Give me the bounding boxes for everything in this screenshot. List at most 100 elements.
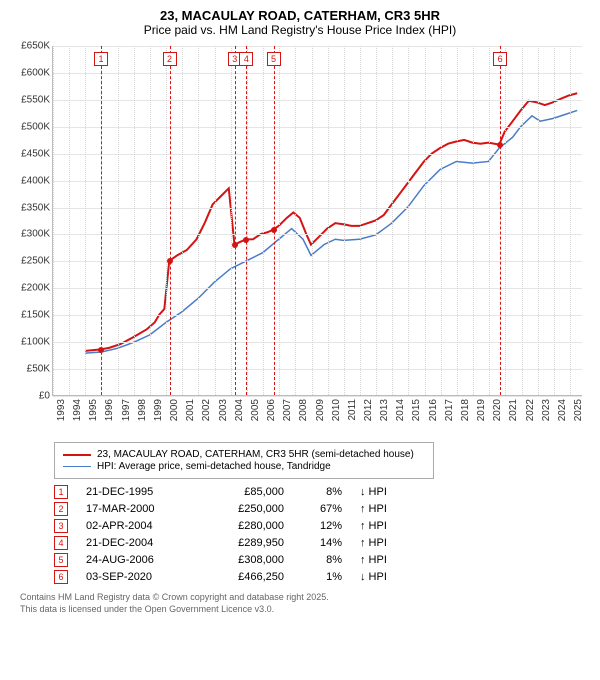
gridline [53,46,582,47]
transaction-direction: ↑ HPI [360,520,400,532]
x-axis-label: 2011 [347,399,358,434]
transaction-pct: 12% [302,520,342,532]
legend-swatch [63,466,91,468]
gridline [53,181,582,182]
table-row: 3 02-APR-2004 £280,000 12% ↑ HPI [54,519,590,533]
y-axis-label: £350K [10,202,50,213]
y-axis-label: £650K [10,41,50,52]
gridline [134,46,135,395]
y-axis-label: £150K [10,310,50,321]
marker-badge: 2 [163,52,177,66]
x-axis-label: 2010 [331,399,342,434]
gridline [263,46,264,395]
transaction-badge: 2 [54,502,68,516]
marker-line [101,46,102,395]
transaction-badge: 6 [54,570,68,584]
y-axis-label: £600K [10,67,50,78]
x-axis-label: 2024 [557,399,568,434]
x-axis-label: 2020 [492,399,503,434]
x-axis-label: 1994 [72,399,83,434]
x-axis-label: 2018 [460,399,471,434]
gridline [328,46,329,395]
gridline [53,154,582,155]
gridline [53,46,54,395]
gridline [118,46,119,395]
y-axis-label: £300K [10,229,50,240]
gridline [85,46,86,395]
footer-line2: This data is licensed under the Open Gov… [20,604,590,616]
marker-dot [167,258,173,264]
x-axis-label: 2014 [395,399,406,434]
transaction-date: 03-SEP-2020 [86,571,186,583]
gridline [344,46,345,395]
marker-line [246,46,247,395]
legend-label: 23, MACAULAY ROAD, CATERHAM, CR3 5HR (se… [97,449,414,460]
table-row: 524-AUG-2006£308,0008%↑ HPI [54,553,590,567]
transaction-table: 121-DEC-1995£85,0008%↓ HPI217-MAR-2000£2… [54,485,590,584]
x-axis-label: 2008 [298,399,309,434]
gridline [53,127,582,128]
legend: 23, MACAULAY ROAD, CATERHAM, CR3 5HR (se… [54,442,434,479]
y-axis-label: £200K [10,283,50,294]
x-axis-label: 2000 [169,399,180,434]
x-axis-label: 1996 [104,399,115,434]
transaction-direction: ↑ HPI [360,554,400,566]
gridline [392,46,393,395]
x-axis-label: 1993 [56,399,67,434]
marker-dot [271,227,277,233]
gridline [408,46,409,395]
legend-item: 23, MACAULAY ROAD, CATERHAM, CR3 5HR (se… [63,449,425,460]
gridline [505,46,506,395]
gridline [441,46,442,395]
y-axis-label: £450K [10,148,50,159]
gridline [53,73,582,74]
chart-subtitle: Price paid vs. HM Land Registry's House … [10,23,590,37]
gridline [489,46,490,395]
transaction-price: £280,000 [204,520,284,532]
transaction-date: 02-APR-2004 [86,520,186,532]
transaction-direction: ↑ HPI [360,537,400,549]
y-axis-label: £550K [10,94,50,105]
marker-dot [98,347,104,353]
x-axis-label: 2015 [411,399,422,434]
x-axis-label: 2007 [282,399,293,434]
transaction-price: £289,950 [204,537,284,549]
transaction-date: 24-AUG-2006 [86,554,186,566]
gridline [69,46,70,395]
transaction-pct: 1% [302,571,342,583]
x-axis-label: 2003 [218,399,229,434]
y-axis-label: £50K [10,364,50,375]
legend-item: HPI: Average price, semi-detached house,… [63,461,425,472]
gridline [473,46,474,395]
marker-badge: 5 [267,52,281,66]
gridline [231,46,232,395]
marker-dot [243,237,249,243]
gridline [150,46,151,395]
transaction-badge: 5 [54,553,68,567]
table-row: 121-DEC-1995£85,0008%↓ HPI [54,485,590,499]
gridline [198,46,199,395]
plot-region: 123456 [52,46,582,396]
gridline [53,208,582,209]
transaction-direction: ↑ HPI [360,503,400,515]
x-axis-label: 1995 [88,399,99,434]
gridline [53,288,582,289]
gridline [53,369,582,370]
marker-line [500,46,501,395]
x-axis-label: 2004 [234,399,245,434]
x-axis-label: 1998 [137,399,148,434]
gridline [457,46,458,395]
gridline [53,342,582,343]
x-axis-label: 2022 [525,399,536,434]
table-row: 421-DEC-2004£289,95014%↑ HPI [54,536,590,550]
transaction-price: £466,250 [204,571,284,583]
gridline [570,46,571,395]
gridline [425,46,426,395]
transaction-pct: 8% [302,554,342,566]
x-axis-label: 2021 [508,399,519,434]
transaction-badge: 3 [54,519,68,533]
transaction-date: 21-DEC-1995 [86,486,186,498]
gridline [53,396,582,397]
x-axis-label: 1999 [153,399,164,434]
transaction-direction: ↓ HPI [360,486,400,498]
